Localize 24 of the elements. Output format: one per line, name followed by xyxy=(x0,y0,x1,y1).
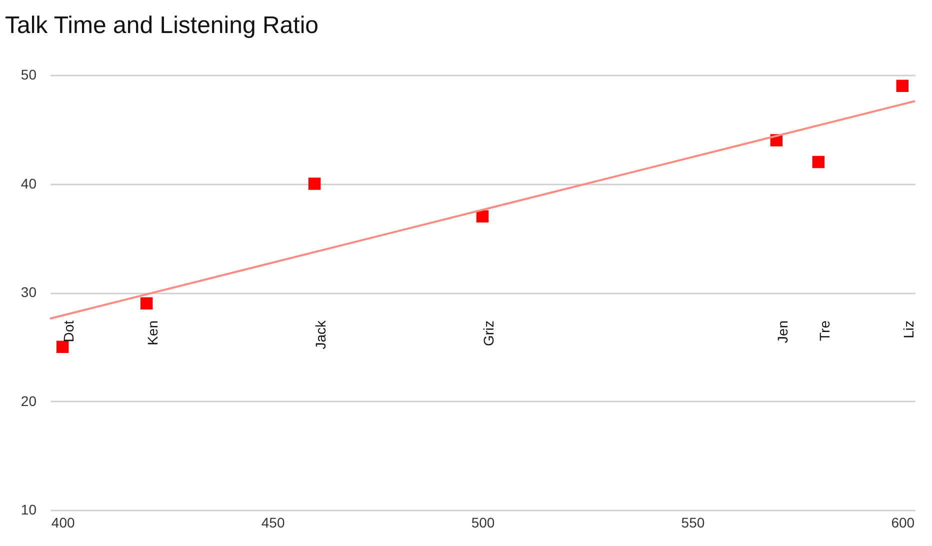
point xyxy=(308,178,321,190)
x-tick-label: 450 xyxy=(261,514,285,530)
annotation: Ken xyxy=(144,320,161,346)
annotation: Dot xyxy=(60,320,77,342)
y-tick-label: 20 xyxy=(20,392,37,409)
point xyxy=(140,297,153,310)
chart-title: Talk Time and Listening Ratio xyxy=(5,12,318,39)
x-tick-label: 400 xyxy=(51,514,75,530)
y-tick-label: 10 xyxy=(20,502,37,518)
y-tick-label: 50 xyxy=(20,66,37,82)
annotation: Jen xyxy=(774,320,790,344)
x-tick-label: 550 xyxy=(681,514,705,530)
point xyxy=(56,340,69,353)
point xyxy=(812,156,825,168)
y-tick-label: 40 xyxy=(20,175,37,192)
point xyxy=(896,80,909,92)
annotation: Tre xyxy=(816,320,832,341)
annotation: Liz xyxy=(900,320,916,338)
annotation: Jack xyxy=(312,320,329,350)
annotation: Griz xyxy=(480,320,496,346)
x-tick-label: 600 xyxy=(891,514,915,530)
point xyxy=(476,210,489,222)
x-tick-label: 500 xyxy=(471,514,495,530)
y-tick-label: 30 xyxy=(20,284,37,300)
